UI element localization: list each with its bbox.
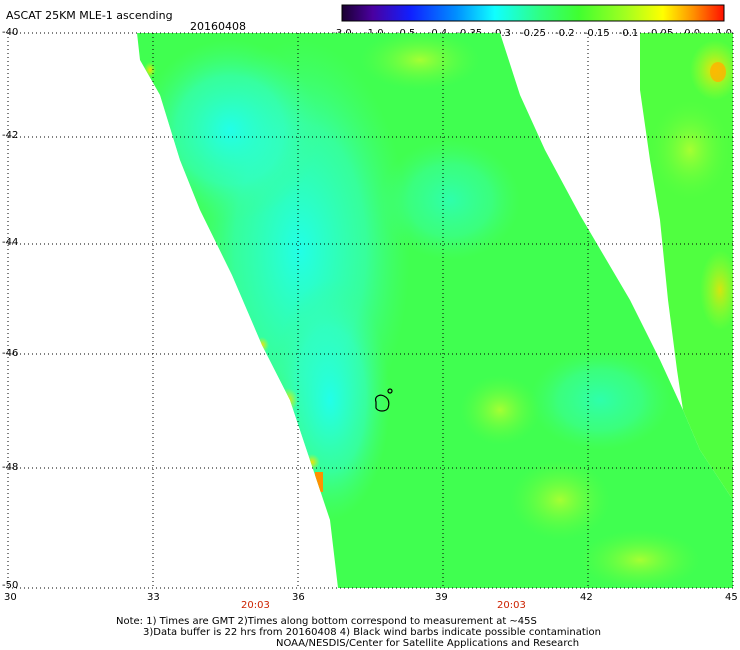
lon-label: 45 bbox=[725, 592, 738, 603]
note-line-3: NOAA/NESDIS/Center for Satellite Applica… bbox=[276, 638, 580, 649]
colorbar-gradient bbox=[341, 4, 725, 22]
product-title: ASCAT 25KM MLE-1 ascending bbox=[6, 9, 173, 22]
note-line-2: 3)Data buffer is 22 hrs from 20160408 4)… bbox=[143, 627, 601, 638]
note-line-1: Note: 1) Times are GMT 2)Times along bot… bbox=[116, 616, 537, 627]
lon-label: 42 bbox=[580, 592, 593, 603]
time-label: 20:03 bbox=[241, 600, 270, 611]
lat-label: -40 bbox=[2, 27, 19, 38]
graticule bbox=[7, 32, 734, 589]
lat-label: -42 bbox=[2, 130, 19, 141]
lon-label: 30 bbox=[4, 592, 17, 603]
lat-label: -46 bbox=[2, 348, 19, 359]
colorbar-tick-label: -0.3 bbox=[491, 28, 511, 39]
lon-label: 33 bbox=[147, 592, 160, 603]
lon-label: 36 bbox=[292, 592, 305, 603]
lon-label: 39 bbox=[435, 592, 448, 603]
contamination-contour bbox=[375, 388, 393, 412]
lat-label: -48 bbox=[2, 462, 19, 473]
lat-label: -44 bbox=[2, 237, 19, 248]
lat-label: -50 bbox=[2, 580, 19, 591]
product-date: 20160408 bbox=[190, 20, 246, 33]
time-label: 20:03 bbox=[497, 600, 526, 611]
